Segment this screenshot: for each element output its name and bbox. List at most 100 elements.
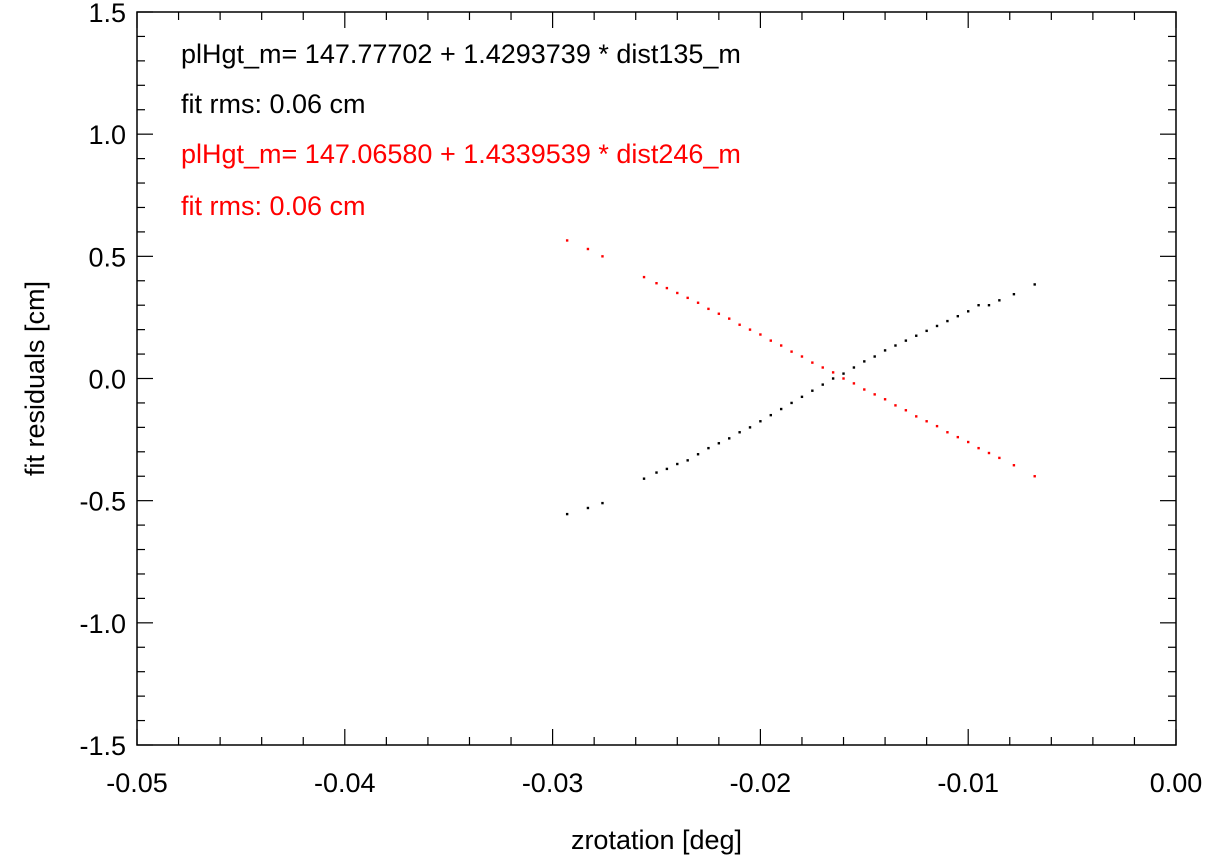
x-tick-label: -0.03 bbox=[522, 768, 584, 798]
data-point bbox=[586, 506, 590, 510]
data-point bbox=[863, 388, 866, 391]
x-tick-label: -0.04 bbox=[314, 768, 376, 798]
data-point bbox=[665, 467, 669, 471]
data-point bbox=[842, 377, 845, 380]
data-point bbox=[728, 317, 731, 320]
data-point bbox=[821, 383, 824, 386]
data-point bbox=[717, 442, 721, 445]
y-axis-title: fit residuals [cm] bbox=[20, 281, 50, 476]
data-point bbox=[967, 440, 970, 444]
data-point bbox=[883, 398, 887, 401]
data-point bbox=[748, 328, 752, 331]
data-point bbox=[925, 420, 928, 423]
plot-frame bbox=[136, 11, 1177, 746]
data-point bbox=[946, 319, 949, 323]
data-point bbox=[565, 239, 569, 242]
data-point bbox=[748, 426, 752, 429]
data-point bbox=[998, 456, 1001, 460]
data-point bbox=[852, 382, 856, 385]
fit-rms-black: fit rms: 0.06 cm bbox=[181, 89, 366, 119]
data-point bbox=[586, 247, 590, 251]
data-point bbox=[1012, 293, 1016, 296]
fit-equation-red: plHgt_m= 147.06580 + 1.4339539 * dist246… bbox=[181, 139, 741, 169]
data-point bbox=[831, 377, 835, 380]
series-1 bbox=[565, 239, 1036, 478]
data-point bbox=[915, 415, 918, 418]
data-point bbox=[811, 361, 814, 364]
y-tick-label: -0.5 bbox=[79, 487, 126, 517]
data-point bbox=[977, 304, 980, 307]
data-point bbox=[904, 409, 908, 412]
series-0 bbox=[565, 283, 1036, 516]
data-point bbox=[946, 431, 949, 434]
data-point bbox=[769, 413, 772, 417]
data-point bbox=[601, 255, 604, 258]
data-point bbox=[842, 372, 845, 375]
data-point bbox=[790, 401, 793, 405]
data-point bbox=[977, 446, 980, 450]
fit-equation-black: plHgt_m= 147.77702 + 1.4293739 * dist135… bbox=[181, 39, 741, 69]
x-tick-label: -0.01 bbox=[937, 768, 999, 798]
data-point bbox=[769, 339, 772, 342]
data-point bbox=[790, 350, 793, 353]
data-point bbox=[915, 334, 918, 337]
data-point bbox=[873, 393, 876, 396]
x-axis-title: zrotation [deg] bbox=[571, 825, 742, 855]
data-point bbox=[863, 360, 866, 363]
data-point bbox=[987, 304, 991, 307]
data-point bbox=[738, 431, 741, 434]
data-point bbox=[642, 477, 646, 480]
data-point bbox=[873, 355, 876, 358]
data-point bbox=[759, 333, 762, 336]
data-point bbox=[956, 314, 960, 318]
data-point bbox=[642, 275, 646, 279]
data-point bbox=[935, 324, 939, 328]
data-point bbox=[676, 291, 679, 295]
y-tick-label: 1.0 bbox=[88, 120, 126, 150]
data-point bbox=[676, 462, 679, 466]
data-point bbox=[967, 310, 970, 313]
data-point bbox=[935, 424, 939, 428]
data-point bbox=[686, 296, 689, 300]
data-point bbox=[883, 349, 887, 352]
data-point bbox=[821, 366, 824, 369]
data-point bbox=[696, 301, 700, 304]
y-tick-label: 0.5 bbox=[88, 242, 126, 272]
data-point bbox=[852, 366, 856, 369]
data-point bbox=[1012, 464, 1016, 467]
data-point bbox=[779, 407, 783, 411]
data-point bbox=[728, 437, 731, 440]
x-tick-label: -0.05 bbox=[106, 768, 168, 798]
data-point bbox=[998, 299, 1001, 302]
data-point bbox=[696, 453, 700, 456]
x-tick-label: -0.02 bbox=[730, 768, 792, 798]
data-point bbox=[1033, 475, 1036, 478]
data-point bbox=[811, 389, 814, 392]
fit-rms-red: fit rms: 0.06 cm bbox=[181, 191, 366, 221]
data-point bbox=[738, 323, 741, 326]
data-point bbox=[894, 344, 897, 347]
y-tick-label: 0.0 bbox=[88, 365, 126, 395]
data-point bbox=[956, 435, 960, 439]
x-tick-label: 0.00 bbox=[1150, 768, 1203, 798]
y-tick-label: 1.5 bbox=[88, 0, 126, 28]
data-point bbox=[1033, 283, 1036, 286]
data-point bbox=[665, 286, 669, 290]
data-point bbox=[987, 451, 991, 455]
data-point bbox=[800, 395, 804, 399]
series-layer bbox=[565, 239, 1036, 516]
data-point bbox=[894, 404, 897, 407]
data-point bbox=[707, 446, 710, 450]
data-point bbox=[707, 307, 710, 311]
data-point bbox=[904, 339, 908, 342]
tick-label-layer: -0.05 -0.04 -0.03 -0.02 -0.01 0.00 -1.5 -1.0 -0.… bbox=[79, 0, 1202, 798]
data-point bbox=[655, 282, 658, 285]
data-point bbox=[655, 471, 658, 474]
data-point bbox=[601, 501, 604, 505]
y-tick-label: -1.0 bbox=[79, 609, 126, 639]
data-point bbox=[800, 355, 804, 358]
tick-layer bbox=[136, 11, 1177, 746]
data-point bbox=[779, 344, 783, 347]
data-point bbox=[759, 420, 762, 423]
